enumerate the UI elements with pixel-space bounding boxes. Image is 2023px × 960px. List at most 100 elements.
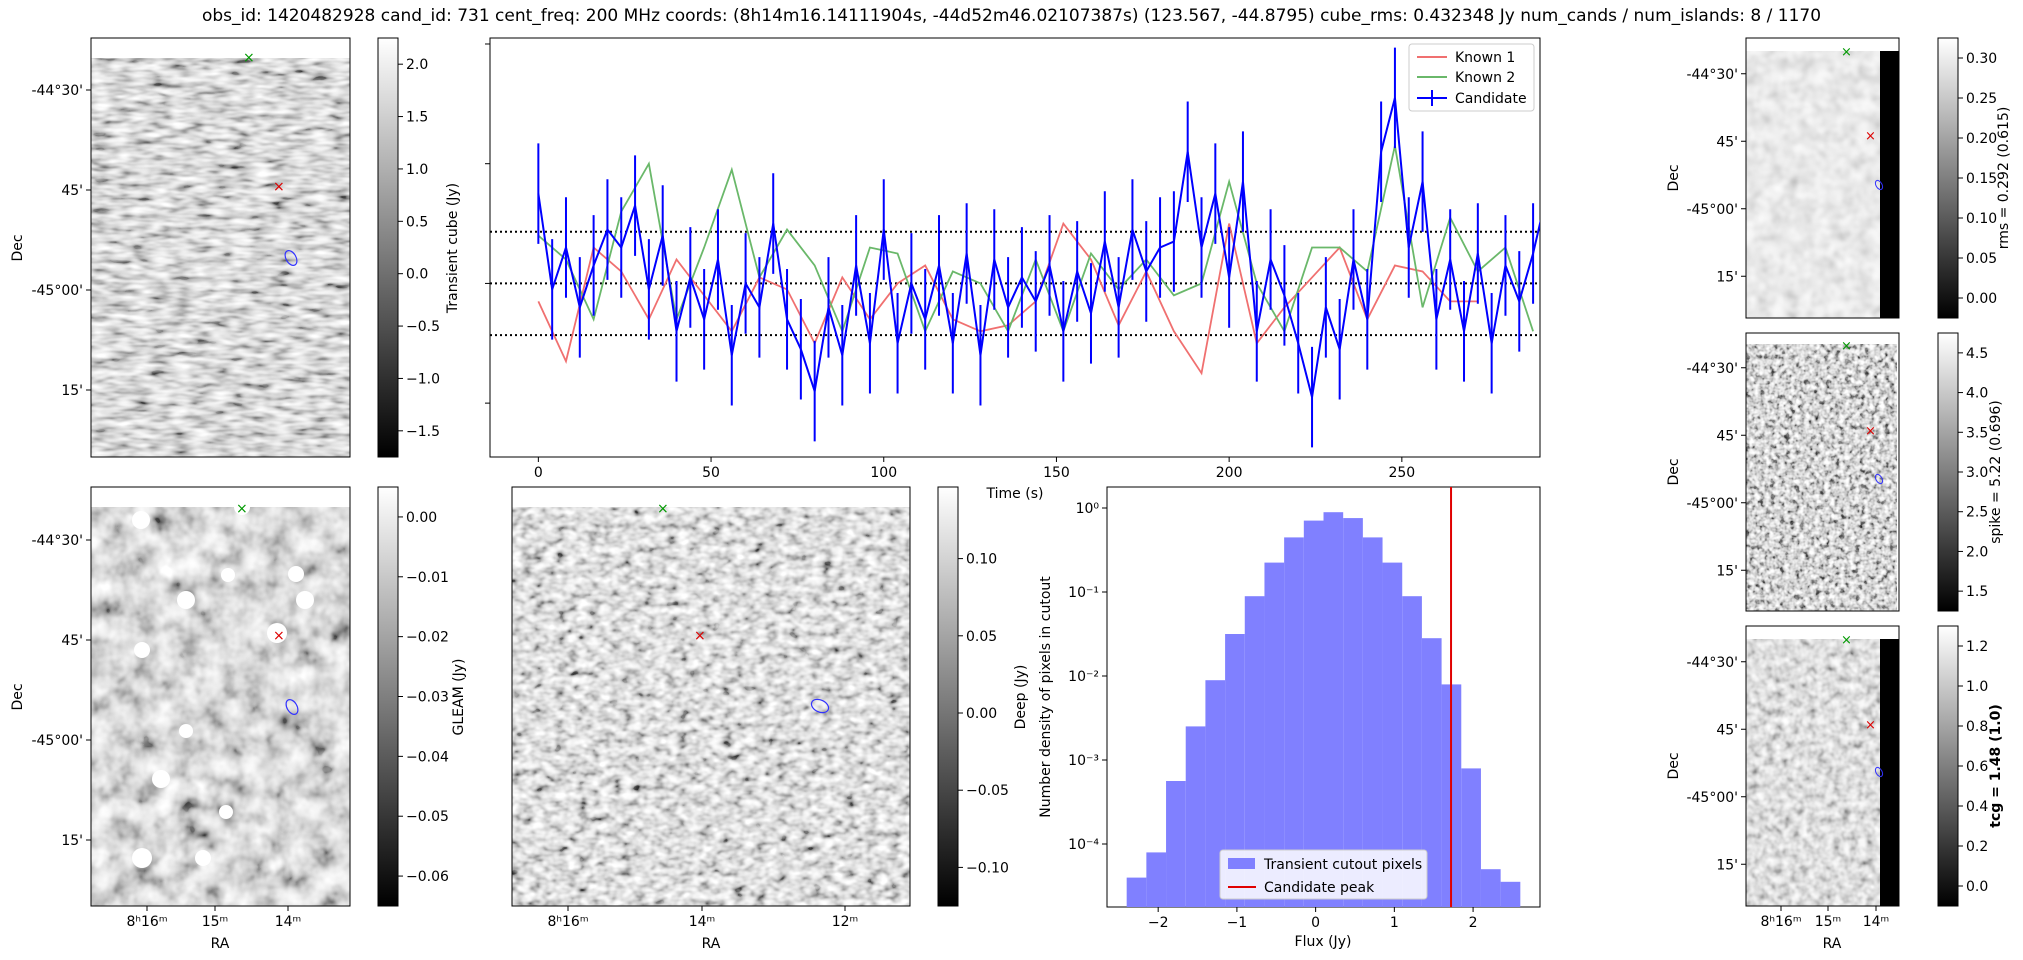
- y-ticks: -44°30' 45' -45°00' 15': [1686, 67, 1746, 285]
- colorbar-tick-label: 1.5: [1966, 584, 1988, 600]
- x-axis-label: RA: [702, 936, 721, 952]
- deep-image-panel: × × 8ʰ16ᵐ 14ᵐ 12ᵐ RA: [511, 486, 911, 952]
- legend-label-hist: Transient cutout pixels: [1263, 857, 1422, 873]
- colorbar-tick-label: 2.0: [1966, 544, 1988, 560]
- colorbar-tick-label: −0.06: [406, 869, 449, 885]
- colorbar-tick-label: 1.2: [1966, 639, 1988, 655]
- lightcurve-xlabel: Time (s): [986, 486, 1044, 502]
- colorbar-label-transient: Transient cube (Jy): [445, 183, 461, 314]
- y-tick-label: 45': [1716, 428, 1738, 444]
- colorbar-tick-label: 2.0: [406, 57, 428, 73]
- colorbar-tick-label: 2.5: [1966, 505, 1988, 521]
- x-tick-label: 8ʰ16ᵐ: [126, 914, 167, 930]
- histogram-bar: [1303, 520, 1324, 907]
- y-tick-label: -44°30': [31, 533, 83, 549]
- histogram-bar: [1461, 768, 1481, 907]
- y-ticks: -44°30' 45' -45°00' 15': [1686, 361, 1746, 579]
- marker-green-x: ×: [236, 501, 248, 517]
- colorbar-tick-label: 0.30: [1966, 51, 1997, 67]
- y-ticks: -44°30' 45' -45°00' 15': [31, 83, 91, 399]
- colorbar-tick-label: −0.10: [966, 860, 1009, 876]
- colorbar-tick-label: 0.15: [1966, 171, 1997, 187]
- histogram-bar: [1323, 512, 1344, 907]
- y-tick-label: -45°00': [1686, 790, 1738, 806]
- colorbar-tick-label: 0.2: [1966, 839, 1988, 855]
- x-tick-label: 12ᵐ: [832, 914, 859, 930]
- marker-green-x: ×: [1841, 339, 1852, 354]
- colorbar-tick-label: 0.25: [1966, 91, 1997, 107]
- colorbar-tick-label: −0.02: [406, 630, 449, 646]
- colorbar-tick-label: 0.10: [966, 552, 997, 568]
- marker-red-x: ×: [1865, 129, 1876, 144]
- y-tick-label: 10⁰: [1076, 501, 1100, 517]
- y-axis-label: Dec: [10, 234, 26, 261]
- colorbar-label-gleam: GLEAM (Jy): [451, 659, 467, 736]
- colorbar-deep: [937, 486, 959, 907]
- histogram-bar: [1166, 781, 1186, 907]
- x-tick-label: 2: [1469, 915, 1478, 931]
- colorbar-tick-label: −0.5: [406, 319, 440, 335]
- x-tick-label: 150: [1043, 465, 1070, 481]
- colorbar-tcg: [1937, 625, 1959, 907]
- y-tick-label: 45': [61, 633, 83, 649]
- x-tick-label: 15ᵐ: [1815, 914, 1842, 930]
- colorbar-tick-label: 0.8: [1966, 719, 1988, 735]
- y-tick-label: -45°00': [31, 283, 83, 299]
- colorbar-tick-label: 0.20: [1966, 131, 1997, 147]
- histogram-xlabel: Flux (Jy): [1295, 934, 1352, 950]
- marker-red-x: ×: [273, 179, 285, 195]
- colorbar-tick-label: 4.5: [1966, 346, 1988, 362]
- y-tick-label: 10⁻²: [1068, 669, 1099, 685]
- colorbar-tick-label: 0.00: [966, 706, 997, 722]
- legend-label-peak: Candidate peak: [1264, 880, 1375, 896]
- y-tick-label: 45': [61, 183, 83, 199]
- x-tick-label: 14ᵐ: [275, 914, 302, 930]
- y-tick-label: 15': [1716, 857, 1738, 873]
- y-tick-label: -44°30': [1686, 361, 1738, 377]
- histogram-plot: −2 −1 0 1 2 10⁰ 10⁻¹ 10⁻² 10⁻³ 10⁻⁴ Flux (Jy) Nu…: [1038, 486, 1541, 950]
- colorbar-tick-label: −1.5: [406, 424, 440, 440]
- colorbar-tick-label: 1.5: [406, 110, 428, 126]
- histogram-ylabel: Number density of pixels in cutout: [1038, 576, 1054, 818]
- spike-image-panel: × × -44°30' 45' -45°00' 15' Dec: [1666, 332, 1900, 612]
- legend-swatch-hist: [1228, 858, 1255, 869]
- y-tick-label: 10⁻¹: [1068, 585, 1099, 601]
- histogram-bar: [1185, 726, 1206, 907]
- histogram-bar: [1421, 638, 1442, 907]
- marker-green-x: ×: [1841, 633, 1852, 648]
- x-tick-label: 14ᵐ: [689, 914, 716, 930]
- colorbar-tick-label: 0.6: [1966, 759, 1988, 775]
- x-tick-label: −2: [1148, 915, 1169, 931]
- colorbars: 2.01.51.00.50.0−0.5−1.0−1.50.00−0.01−0.0…: [377, 37, 2012, 907]
- candidate-contour: [1874, 766, 1884, 778]
- y-tick-label: 15': [1716, 269, 1738, 285]
- colorbar-label-rms: rms = 0.292 (0.615): [1996, 107, 2012, 250]
- y-tick-label: 45': [1716, 134, 1738, 150]
- colorbar-tick-label: 0.00: [1966, 291, 1997, 307]
- colorbar-label-deep: Deep (Jy): [1013, 665, 1029, 730]
- colorbar-tick-label: 3.5: [1966, 425, 1988, 441]
- marker-red-x: ×: [694, 628, 706, 644]
- y-tick-label: -44°30': [1686, 655, 1738, 671]
- legend-label-known1: Known 1: [1455, 50, 1515, 66]
- legend-label-known2: Known 2: [1455, 70, 1515, 86]
- colorbar-tick-label: −0.05: [966, 783, 1009, 799]
- histogram-legend: Transient cutout pixels Candidate peak: [1219, 849, 1428, 900]
- colorbar-tick-label: 0.00: [406, 510, 437, 526]
- x-tick-label: 0: [1311, 915, 1320, 931]
- x-ticks: 8ʰ16ᵐ 15ᵐ 14ᵐ: [126, 906, 301, 930]
- y-ticks: -44°30' 45' -45°00' 15': [31, 533, 91, 849]
- x-ticks: 8ʰ16ᵐ 15ᵐ 14ᵐ: [1760, 906, 1889, 930]
- candidate-contour: [1874, 473, 1884, 485]
- colorbar-tick-label: 0.5: [406, 214, 428, 230]
- figure-title: obs_id: 1420482928 cand_id: 731 cent_fre…: [201, 6, 1822, 26]
- y-tick-label: 10⁻³: [1068, 753, 1099, 769]
- colorbar-tick-label: 0.05: [966, 629, 997, 645]
- tcg-image-panel: × × -44°30' 45' -45°00' 15' 8ʰ16ᵐ 15ᵐ 14ᵐ Dec…: [1666, 625, 1900, 952]
- y-tick-label: 15': [61, 383, 83, 399]
- colorbar-tick-label: −1.0: [406, 371, 440, 387]
- colorbar-tick-label: 0.10: [1966, 211, 1997, 227]
- colorbar-tick-label: 3.0: [1966, 465, 1988, 481]
- y-ticks: -44°30' 45' -45°00' 15': [1686, 655, 1746, 873]
